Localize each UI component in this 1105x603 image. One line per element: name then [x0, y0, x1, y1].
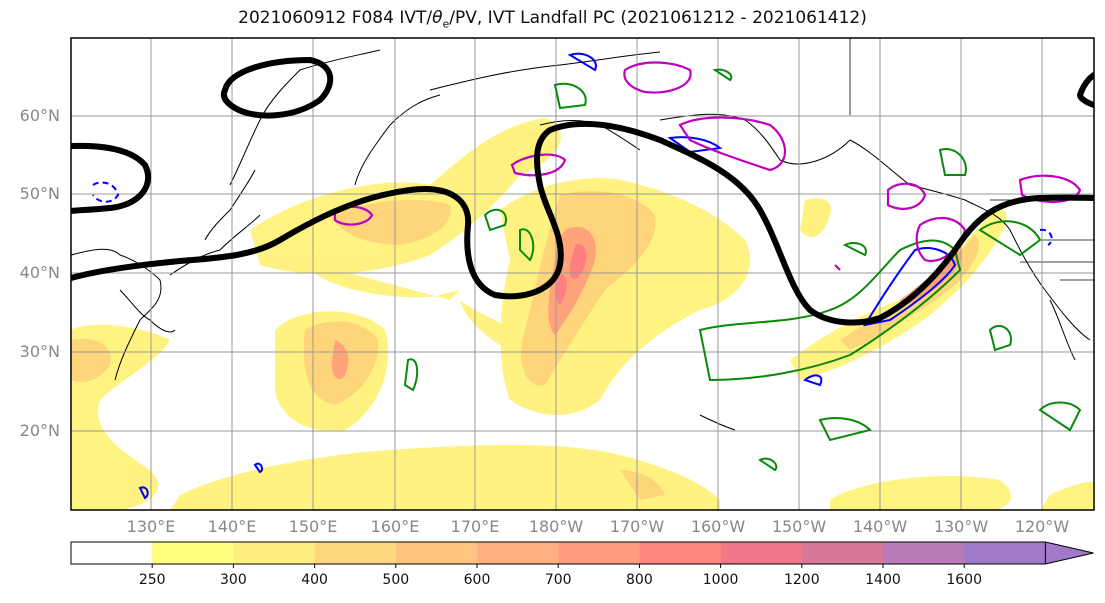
lon-label-150e: 150°E [288, 517, 338, 536]
colorbar-segment [883, 542, 965, 564]
colorbar-segment [639, 542, 722, 564]
lon-label-140e: 140°E [207, 517, 257, 536]
lon-label-120w: 120°W [1014, 517, 1070, 536]
colorbar-tick-label: 800 [626, 572, 653, 588]
colorbar-segment [720, 542, 803, 564]
ivt-shading-core [555, 244, 587, 305]
colorbar-segment [395, 542, 478, 564]
colorbar-segment [477, 542, 559, 564]
lon-label-130e: 130°E [126, 517, 176, 536]
colorbar-extend-arrow [1044, 541, 1094, 565]
lat-label-60n: 60°N [19, 106, 60, 125]
colorbar-segment [314, 542, 397, 564]
colorbar-segment [233, 542, 316, 564]
lon-label-160w: 160°W [690, 517, 746, 536]
lat-label-20n: 20°N [19, 421, 60, 440]
lon-label-150w: 150°W [771, 517, 827, 536]
lon-label-140w: 140°W [852, 517, 908, 536]
lon-label-180w: 180°W [528, 517, 584, 536]
lat-label-50n: 50°N [19, 184, 60, 203]
colorbar [70, 541, 1094, 568]
colorbar-segment [152, 542, 234, 564]
colorbar-tick-label: 600 [463, 572, 491, 588]
colorbar-segment [558, 542, 640, 564]
lon-label-170e: 170°E [450, 517, 500, 536]
map-frame [70, 37, 1095, 511]
colorbar-tick-label: 250 [138, 572, 166, 588]
colorbar-segment [71, 542, 153, 564]
lon-label-160e: 160°E [370, 517, 420, 536]
colorbar-tick-label: 1200 [783, 572, 820, 588]
graticule [71, 38, 1094, 510]
colorbar-segment [801, 542, 884, 564]
colorbar-tick-label: 400 [301, 572, 328, 588]
colorbar-tick-label: 500 [382, 572, 410, 588]
lon-label-170w: 170°W [609, 517, 665, 536]
lat-label-30n: 30°N [19, 342, 60, 361]
colorbar-tick-label: 1600 [946, 572, 982, 588]
colorbar-tick-label: 300 [220, 572, 247, 588]
colorbar-tick-label: 1400 [865, 572, 901, 588]
colorbar-segment [964, 542, 1046, 564]
colorbar-tick-label: 700 [544, 572, 572, 588]
lon-label-130w: 130°W [933, 517, 989, 536]
map-title: 2021060912 F084 IVT/θe/PV, IVT Landfall … [238, 8, 867, 31]
lat-label-40n: 40°N [19, 263, 60, 282]
theta-e-contours [403, 68, 1082, 472]
map-layers [71, 38, 1094, 510]
colorbar-tick-label: 1000 [702, 572, 739, 588]
blue-contours [92, 52, 1053, 500]
